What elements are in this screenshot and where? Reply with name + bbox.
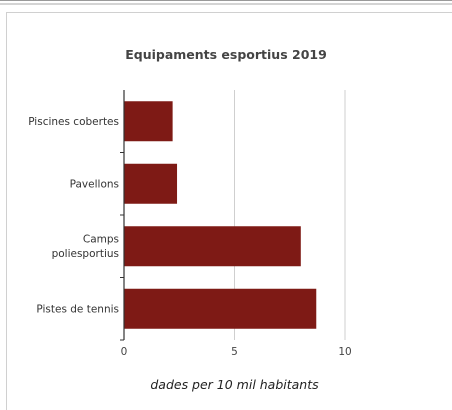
category-label-line: Camps xyxy=(83,233,119,245)
category-label-line: Pavellons xyxy=(70,178,119,190)
bar-1 xyxy=(124,163,178,204)
x-tick-label-2: 10 xyxy=(338,346,351,358)
bar-3 xyxy=(124,288,317,329)
top-border-shadow xyxy=(0,3,452,5)
x-tick-label-1: 5 xyxy=(231,346,238,358)
x-axis-label: dades per 10 mil habitants xyxy=(150,377,319,392)
bar-2 xyxy=(124,226,301,267)
category-label-2: Camps poliesportius xyxy=(52,233,119,260)
bar-0 xyxy=(124,101,173,142)
top-border xyxy=(0,0,452,1)
category-label-3: Pistes de tennis xyxy=(36,303,119,315)
chart-card xyxy=(6,12,452,410)
x-tick-label-0: 0 xyxy=(121,346,128,358)
category-label-line: Piscines cobertes xyxy=(28,116,119,128)
category-label-0: Piscines cobertes xyxy=(28,116,119,128)
category-label-line: poliesportius xyxy=(52,248,119,260)
chart-title: Equipaments esportius 2019 xyxy=(125,47,327,62)
category-label-line: Pistes de tennis xyxy=(36,303,119,315)
category-label-1: Pavellons xyxy=(70,178,119,190)
